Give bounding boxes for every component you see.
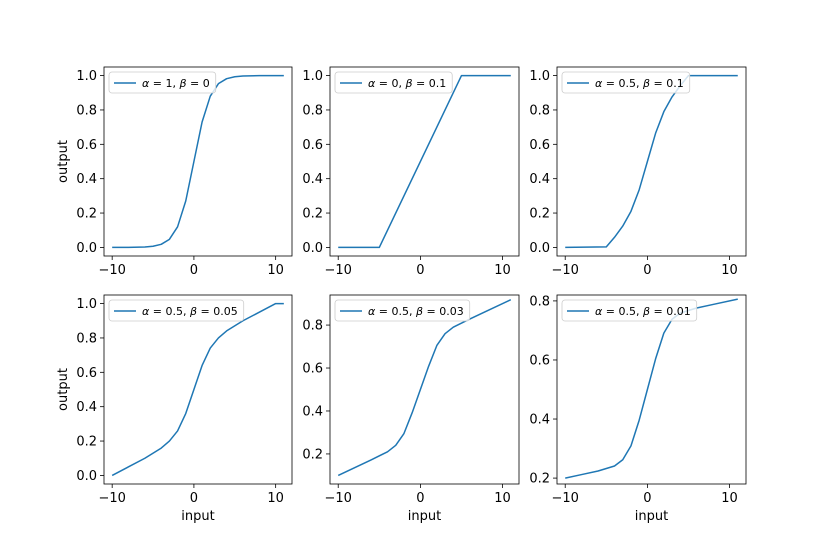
x-tick-label: 0 [643, 263, 651, 278]
legend-label: α = 0.5, β = 0.01 [595, 305, 691, 318]
subplot-4: −10 0 10 0.0 0.2 0.4 0.6 0.8 1.0 output input α = 0… [56, 294, 293, 524]
x-tick-label: 10 [494, 491, 511, 506]
legend-box [108, 71, 217, 94]
y-tick-label: 0.6 [302, 362, 323, 377]
subplot-1: −10 0 10 0.0 0.2 0.4 0.6 0.8 1.0 output α = 1, β =… [56, 66, 293, 278]
y-tick-label: 1.0 [76, 297, 97, 312]
series-line [112, 74, 284, 249]
y-tick-label: 0.0 [529, 241, 550, 256]
x-axis-label: input [181, 509, 214, 524]
x-tick-label: −10 [551, 491, 578, 506]
x-axis-label: input [635, 509, 668, 524]
axes-frame [103, 294, 293, 485]
subplot-6: −10 0 10 0.2 0.4 0.6 0.8 input α = 0.5, β = 0.01 [529, 294, 747, 524]
legend: α = 0.5, β = 0.03 [334, 299, 471, 322]
series-line [338, 74, 511, 249]
y-tick-label: 0.2 [302, 447, 323, 462]
y-tick-label: 0.4 [76, 400, 97, 415]
legend-box [561, 71, 691, 94]
legend: α = 0.5, β = 0.01 [561, 299, 698, 322]
legend: α = 0.5, β = 0.1 [561, 71, 691, 94]
y-tick-label: 0.0 [76, 241, 97, 256]
y-tick-label: 0.8 [529, 294, 550, 309]
legend-box [561, 299, 698, 322]
x-axis-label: input [408, 509, 441, 524]
axes-frame [329, 294, 520, 485]
y-tick-label: 0.0 [302, 241, 323, 256]
axes-frame [329, 66, 520, 257]
y-tick-label: 0.8 [302, 319, 323, 334]
x-tick-label: 0 [190, 491, 198, 506]
legend-box [334, 299, 471, 322]
x-tick-label: 10 [267, 263, 284, 278]
axes-frame [556, 294, 747, 485]
subplot-3: −10 0 10 0.0 0.2 0.4 0.6 0.8 1.0 α = 0.5, β = 0.1 [529, 66, 747, 278]
x-tick-label: −10 [98, 263, 125, 278]
x-tick-label: 0 [416, 491, 424, 506]
legend-label: α = 0.5, β = 0.1 [595, 77, 684, 90]
x-tick-label: 10 [267, 491, 284, 506]
x-tick-label: 10 [494, 263, 511, 278]
y-tick-label: 0.4 [529, 413, 550, 428]
axes-frame [556, 66, 747, 257]
legend-label: α = 1, β = 0 [142, 77, 210, 90]
series-line [337, 299, 512, 477]
x-tick-label: 0 [643, 491, 651, 506]
y-tick-label: 0.2 [76, 207, 97, 222]
legend-box [334, 71, 453, 94]
axes-frame [103, 66, 293, 257]
y-tick-label: 0.4 [302, 172, 323, 187]
y-tick-label: 0.4 [302, 404, 323, 419]
y-tick-label: 0.0 [76, 469, 97, 484]
y-tick-label: 0.6 [76, 138, 97, 153]
y-axis-label: output [56, 140, 71, 183]
y-tick-label: 0.2 [529, 472, 550, 487]
y-tick-label: 0.2 [529, 207, 550, 222]
series-line [111, 302, 284, 477]
y-tick-label: 0.2 [76, 435, 97, 450]
x-tick-label: −10 [324, 491, 351, 506]
y-tick-label: 0.4 [76, 172, 97, 187]
x-tick-label: −10 [98, 491, 125, 506]
legend: α = 0, β = 0.1 [334, 71, 453, 94]
subplot-2: −10 0 10 0.0 0.2 0.4 0.6 0.8 1.0 α = 0, β = 0.1 [302, 66, 520, 278]
y-tick-label: 0.6 [76, 366, 97, 381]
y-axis-label: output [56, 368, 71, 411]
y-tick-label: 1.0 [529, 69, 550, 84]
y-tick-label: 0.8 [302, 103, 323, 118]
legend-label: α = 0.5, β = 0.03 [368, 305, 464, 318]
y-tick-label: 0.6 [529, 138, 550, 153]
x-tick-label: 0 [416, 263, 424, 278]
legend: α = 0.5, β = 0.05 [108, 299, 245, 322]
x-tick-label: 10 [721, 263, 738, 278]
y-tick-label: 0.6 [529, 353, 550, 368]
x-tick-label: 10 [721, 491, 738, 506]
legend-label: α = 0.5, β = 0.05 [142, 305, 238, 318]
subplot-5: −10 0 10 0.2 0.4 0.6 0.8 input α = 0.5, β = 0.03 [302, 294, 520, 524]
x-tick-label: −10 [551, 263, 578, 278]
y-tick-label: 0.8 [76, 331, 97, 346]
x-tick-label: 0 [190, 263, 198, 278]
y-tick-label: 1.0 [76, 69, 97, 84]
legend: α = 1, β = 0 [108, 71, 217, 94]
y-tick-label: 0.8 [76, 103, 97, 118]
legend-box [108, 299, 245, 322]
legend-label: α = 0, β = 0.1 [368, 77, 446, 90]
y-tick-label: 0.6 [302, 138, 323, 153]
y-tick-label: 1.0 [302, 69, 323, 84]
y-tick-label: 0.2 [302, 207, 323, 222]
y-tick-label: 0.8 [529, 103, 550, 118]
y-tick-label: 0.4 [529, 172, 550, 187]
x-tick-label: −10 [324, 263, 351, 278]
